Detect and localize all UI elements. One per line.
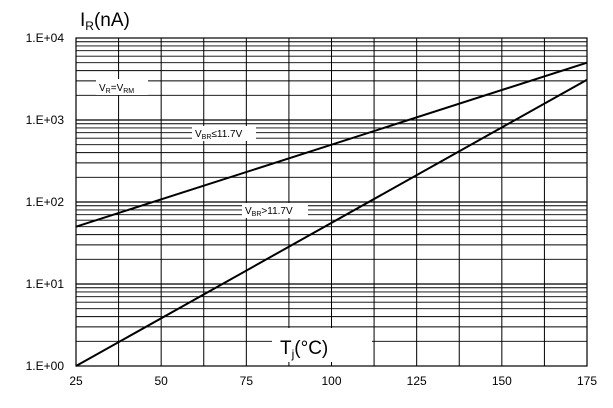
- condition-label-background: [96, 79, 148, 95]
- series-1-label-rest: ≤11.7V: [211, 129, 242, 140]
- x-axis-title-sub: j: [291, 347, 295, 361]
- series-label-vbr-gt-11-7: VBR>11.7V: [245, 206, 293, 218]
- x-axis-title-rest: (°C): [294, 338, 328, 359]
- x-axis-title-background: [272, 328, 372, 362]
- y-axis-title-sub: R: [85, 19, 94, 33]
- series-line-2: [75, 78, 588, 367]
- condition-label-eq: =: [111, 83, 117, 94]
- condition-label-a: V: [99, 83, 106, 94]
- x-tick-label: 75: [240, 374, 254, 388]
- series-1-label-main: V: [195, 129, 202, 140]
- y-axis-title-main: I: [80, 10, 85, 31]
- plot-frame: [75, 37, 588, 367]
- series-2-label-background: [242, 203, 308, 218]
- series-label-vbr-le-11-7: VBR≤11.7V: [195, 129, 243, 141]
- grid-layer: [76, 38, 587, 366]
- series-1-label-background: [192, 126, 256, 141]
- y-axis-title: IR(nA): [80, 10, 130, 33]
- series-layer: [75, 61, 588, 367]
- x-tick-label: 25: [69, 374, 83, 388]
- x-tick-label: 175: [577, 374, 597, 388]
- series-line-1: [75, 61, 588, 228]
- condition-label-b: V: [117, 83, 124, 94]
- x-axis-title-main: T: [280, 338, 292, 359]
- x-axis-title: Tj(°C): [280, 338, 328, 361]
- x-tick-label: 125: [407, 374, 427, 388]
- condition-label-a-sub: R: [106, 88, 111, 95]
- series-1-label-sub: BR: [202, 134, 212, 141]
- x-tick-label: 50: [154, 374, 168, 388]
- y-tick-label: 1.E+00: [26, 359, 65, 373]
- y-tick-label: 1.E+03: [26, 113, 65, 127]
- y-axis-title-rest: (nA): [94, 10, 130, 31]
- series-2-label-rest: >11.7V: [261, 206, 293, 217]
- x-tick-labels: 25 50 75 100 125 150 175: [69, 374, 597, 388]
- x-tick-label: 100: [321, 374, 341, 388]
- y-tick-label: 1.E+04: [26, 31, 65, 45]
- condition-label: VR=VRM: [99, 83, 134, 95]
- series-2-label-sub: BR: [252, 211, 262, 218]
- series-2-label-main: V: [245, 206, 252, 217]
- y-tick-label: 1.E+02: [26, 195, 65, 209]
- condition-label-b-sub: RM: [123, 88, 134, 95]
- y-tick-label: 1.E+01: [26, 277, 65, 291]
- y-tick-labels: 1.E+00 1.E+01 1.E+02 1.E+03 1.E+04: [26, 31, 65, 373]
- x-tick-label: 150: [492, 374, 512, 388]
